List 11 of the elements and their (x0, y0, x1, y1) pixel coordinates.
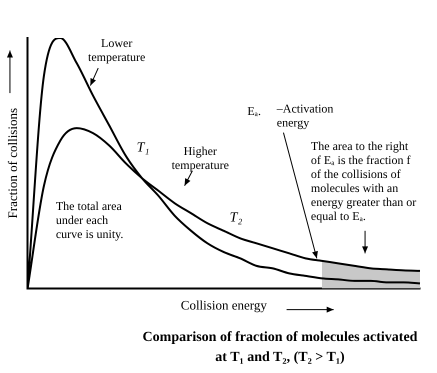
annotation: –Activation energy (276, 101, 334, 130)
annotation: The area to the right of Eₐ is the fraction f of the collisions of molecules with an energy greater than or equal to Eₐ. (310, 138, 416, 223)
y-axis-title: Fraction of collisions (5, 108, 20, 218)
series-label: T₁ (136, 140, 150, 156)
text: Comparison of fraction of molecules activated at T₁ and T₂, (T₂ > T₁) (142, 329, 418, 367)
annotation: The total area under each curve is unity. (56, 198, 124, 241)
annotation: Eₐ. (247, 104, 261, 118)
series-label: T₂ (230, 210, 242, 226)
annotation: Lower temperature (88, 36, 146, 64)
x-axis-title: Collision energy (180, 298, 268, 313)
annotation: Higher temperature (172, 144, 229, 172)
